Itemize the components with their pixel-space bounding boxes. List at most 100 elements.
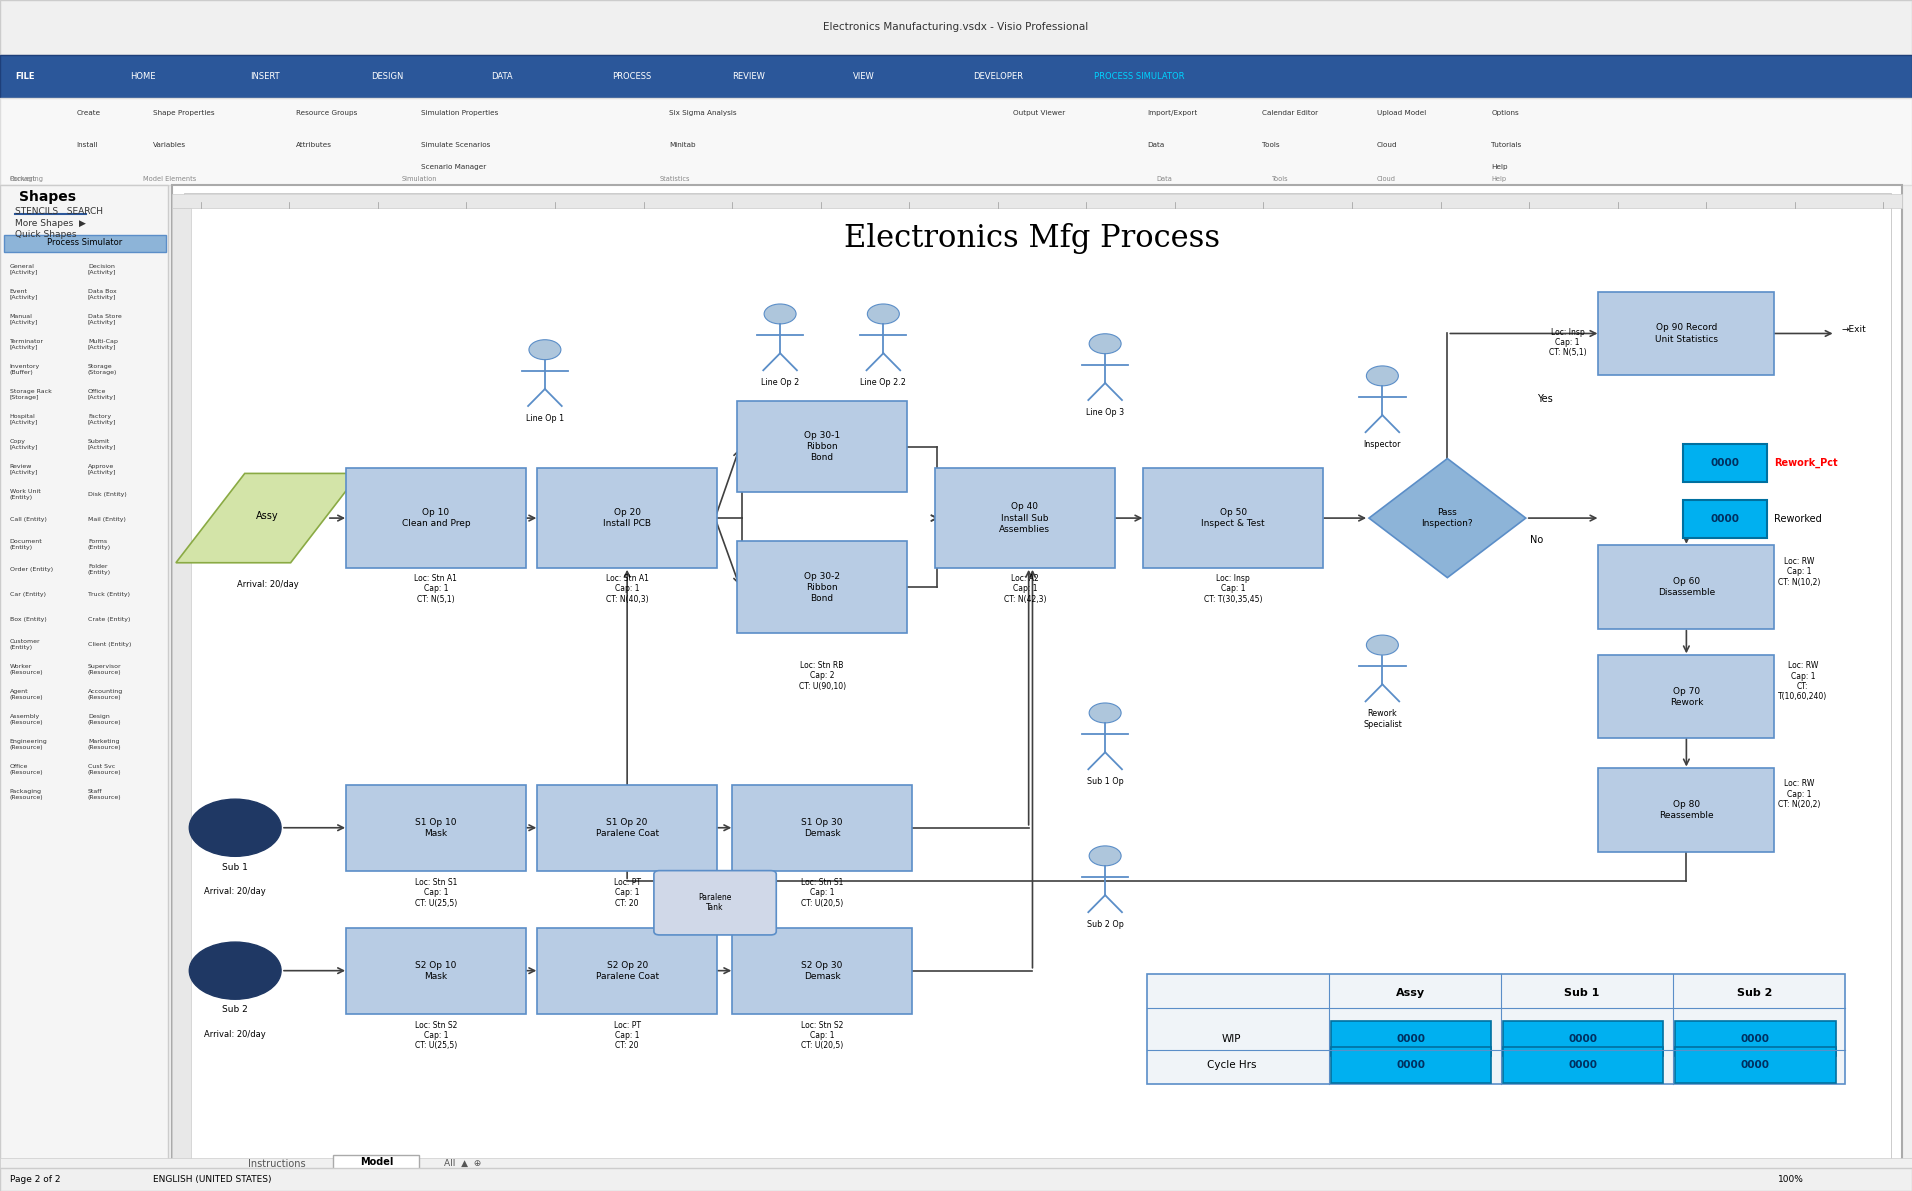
Text: 4: 4 bbox=[1440, 195, 1442, 200]
Text: Electronics Mfg Process: Electronics Mfg Process bbox=[845, 223, 1220, 254]
Text: DEVELOPER: DEVELOPER bbox=[973, 71, 1023, 81]
Text: Loc: Insp
Cap: 1
CT: T(30,35,45): Loc: Insp Cap: 1 CT: T(30,35,45) bbox=[1205, 574, 1262, 604]
Text: Call (Entity): Call (Entity) bbox=[10, 517, 46, 522]
FancyBboxPatch shape bbox=[654, 871, 776, 935]
Text: Help: Help bbox=[1491, 175, 1507, 182]
Text: More Shapes  ▶: More Shapes ▶ bbox=[15, 219, 86, 229]
Circle shape bbox=[189, 942, 281, 999]
FancyBboxPatch shape bbox=[736, 400, 906, 493]
Text: Storage Rack
[Storage]: Storage Rack [Storage] bbox=[10, 388, 52, 400]
Text: Electronics Manufacturing.vsdx - Visio Professional: Electronics Manufacturing.vsdx - Visio P… bbox=[824, 23, 1088, 32]
FancyBboxPatch shape bbox=[732, 928, 912, 1014]
Text: Op 60
Disassemble: Op 60 Disassemble bbox=[1658, 578, 1715, 597]
Circle shape bbox=[765, 304, 795, 324]
Text: 100%: 100% bbox=[1778, 1176, 1805, 1184]
Text: DATA: DATA bbox=[491, 71, 512, 81]
Text: Variables: Variables bbox=[153, 142, 185, 149]
Text: Shapes: Shapes bbox=[19, 189, 76, 204]
Circle shape bbox=[1090, 703, 1120, 723]
Text: Op 90 Record
Unit Statistics: Op 90 Record Unit Statistics bbox=[1656, 324, 1717, 343]
Text: 0000: 0000 bbox=[1568, 1034, 1598, 1043]
FancyBboxPatch shape bbox=[1331, 1047, 1491, 1083]
Text: S2 Op 30
Demask: S2 Op 30 Demask bbox=[801, 961, 843, 980]
FancyBboxPatch shape bbox=[172, 208, 191, 1170]
Text: Approve
[Activity]: Approve [Activity] bbox=[88, 463, 117, 475]
Text: Sub 1 Op: Sub 1 Op bbox=[1086, 777, 1124, 786]
Text: Line Op 2: Line Op 2 bbox=[761, 379, 799, 387]
Text: Op 80
Reassemble: Op 80 Reassemble bbox=[1660, 800, 1713, 819]
Text: Mail (Entity): Mail (Entity) bbox=[88, 517, 126, 522]
Circle shape bbox=[189, 799, 281, 856]
Text: Scenario Manager: Scenario Manager bbox=[421, 163, 486, 170]
Text: Loc: Insp
Cap: 1
CT: N(5,1): Loc: Insp Cap: 1 CT: N(5,1) bbox=[1549, 328, 1587, 357]
Text: Line Op 3: Line Op 3 bbox=[1086, 407, 1124, 417]
Text: Line Op 1: Line Op 1 bbox=[526, 413, 564, 423]
Text: Data: Data bbox=[1147, 142, 1164, 149]
Text: S1 Op 20
Paralene Coat: S1 Op 20 Paralene Coat bbox=[595, 818, 660, 837]
Text: Box (Entity): Box (Entity) bbox=[10, 617, 46, 622]
Text: 0000: 0000 bbox=[1740, 1034, 1771, 1043]
Text: Create: Create bbox=[76, 110, 101, 117]
Text: Rework
Specialist: Rework Specialist bbox=[1363, 710, 1401, 729]
FancyBboxPatch shape bbox=[732, 785, 912, 871]
Text: Crate (Entity): Crate (Entity) bbox=[88, 617, 130, 622]
Text: Packaging: Packaging bbox=[10, 175, 44, 182]
FancyBboxPatch shape bbox=[1675, 1047, 1836, 1083]
Text: DESIGN: DESIGN bbox=[371, 71, 403, 81]
Text: Simulation: Simulation bbox=[402, 175, 438, 182]
Text: -8: -8 bbox=[375, 195, 380, 200]
FancyBboxPatch shape bbox=[0, 1168, 1912, 1191]
Text: Process Simulator: Process Simulator bbox=[46, 238, 122, 248]
Text: 0000: 0000 bbox=[1709, 515, 1740, 524]
Text: All  ▲  ⊕: All ▲ ⊕ bbox=[444, 1159, 480, 1168]
Text: -5: -5 bbox=[641, 195, 646, 200]
Text: Op 70
Rework: Op 70 Rework bbox=[1669, 687, 1704, 706]
Text: PROCESS: PROCESS bbox=[612, 71, 652, 81]
Text: Assembly
(Resource): Assembly (Resource) bbox=[10, 713, 44, 725]
Circle shape bbox=[1367, 366, 1398, 386]
Text: 0000: 0000 bbox=[1740, 1060, 1771, 1070]
Text: Quick Shapes: Quick Shapes bbox=[15, 230, 76, 239]
FancyBboxPatch shape bbox=[184, 193, 1891, 1161]
Text: -3: -3 bbox=[818, 195, 824, 200]
Text: Op 10
Clean and Prep: Op 10 Clean and Prep bbox=[402, 509, 470, 528]
FancyBboxPatch shape bbox=[1598, 292, 1774, 375]
Text: -10: -10 bbox=[197, 195, 205, 200]
Text: 7: 7 bbox=[1704, 195, 1707, 200]
Polygon shape bbox=[1369, 459, 1526, 578]
Text: Office
[Activity]: Office [Activity] bbox=[88, 388, 117, 400]
Polygon shape bbox=[176, 474, 359, 563]
FancyBboxPatch shape bbox=[736, 542, 906, 634]
Text: -4: -4 bbox=[728, 195, 734, 200]
Text: Attributes: Attributes bbox=[296, 142, 333, 149]
Text: Six Sigma Analysis: Six Sigma Analysis bbox=[669, 110, 736, 117]
Text: PROCESS SIMULATOR: PROCESS SIMULATOR bbox=[1094, 71, 1184, 81]
Text: Car (Entity): Car (Entity) bbox=[10, 592, 46, 597]
Text: Folder
(Entity): Folder (Entity) bbox=[88, 563, 111, 575]
Text: REVIEW: REVIEW bbox=[732, 71, 765, 81]
Text: 9: 9 bbox=[1881, 195, 1885, 200]
Text: Terminator
[Activity]: Terminator [Activity] bbox=[10, 338, 44, 350]
Text: Loc: Stn S1
Cap: 1
CT: U(25,5): Loc: Stn S1 Cap: 1 CT: U(25,5) bbox=[415, 878, 457, 908]
Text: Cust Svc
(Resource): Cust Svc (Resource) bbox=[88, 763, 122, 775]
Text: S2 Op 10
Mask: S2 Op 10 Mask bbox=[415, 961, 457, 980]
FancyBboxPatch shape bbox=[537, 785, 717, 871]
Text: Loc: Stn S2
Cap: 1
CT: U(25,5): Loc: Stn S2 Cap: 1 CT: U(25,5) bbox=[415, 1021, 457, 1050]
Text: 6: 6 bbox=[1616, 195, 1619, 200]
Text: 8: 8 bbox=[1793, 195, 1797, 200]
Text: Work Unit
(Entity): Work Unit (Entity) bbox=[10, 488, 40, 500]
Text: 0000: 0000 bbox=[1709, 459, 1740, 468]
Text: Page 2 of 2: Page 2 of 2 bbox=[10, 1176, 59, 1184]
Text: Rework_Pct: Rework_Pct bbox=[1774, 459, 1837, 468]
FancyBboxPatch shape bbox=[0, 55, 1912, 98]
FancyBboxPatch shape bbox=[1503, 1021, 1663, 1056]
Text: General
[Activity]: General [Activity] bbox=[10, 263, 38, 275]
Text: →Exit: →Exit bbox=[1841, 325, 1866, 335]
Text: -6: -6 bbox=[553, 195, 558, 200]
Text: ENGLISH (UNITED STATES): ENGLISH (UNITED STATES) bbox=[153, 1176, 272, 1184]
Text: Submit
[Activity]: Submit [Activity] bbox=[88, 438, 117, 450]
Text: 0000: 0000 bbox=[1568, 1060, 1598, 1070]
FancyBboxPatch shape bbox=[537, 928, 717, 1014]
FancyBboxPatch shape bbox=[1675, 1021, 1836, 1056]
Text: Install: Install bbox=[76, 142, 98, 149]
